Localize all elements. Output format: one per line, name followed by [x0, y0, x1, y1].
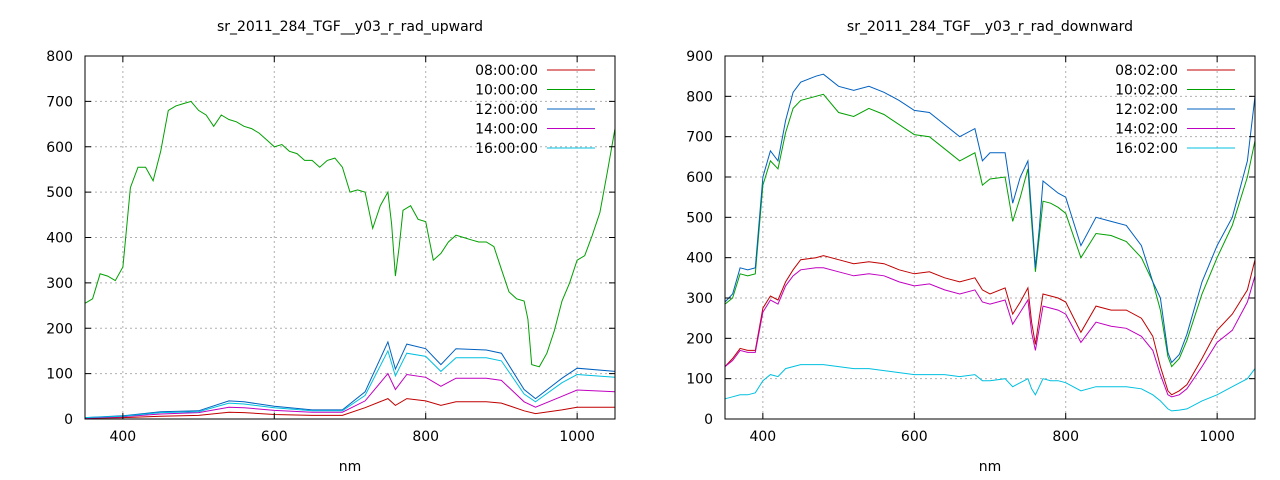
legend-label: 10:00:00	[475, 83, 538, 99]
series-group	[84, 100, 616, 419]
series-line-10-02-00	[724, 93, 1256, 368]
y-tick-label: 400	[46, 231, 73, 247]
legend-label: 16:02:00	[1115, 141, 1178, 157]
x-tick-label: 1000	[559, 429, 595, 445]
y-tick-label: 100	[46, 367, 73, 383]
y-tick-label: 700	[46, 94, 73, 110]
x-tick-label: 400	[109, 429, 136, 445]
series-line-10-00-00	[84, 100, 616, 368]
series-group	[724, 73, 1256, 412]
legend: 08:02:00 10:02:00 12:02:00 14:02:00 16:02:00	[1115, 63, 1235, 157]
series-line-16-00-00	[84, 349, 616, 419]
chart-title: sr_2011_284_TGF__y03_r_rad_upward	[217, 19, 483, 35]
x-axis-label: nm	[339, 459, 362, 475]
y-tick-label: 700	[686, 130, 713, 146]
series-line-08-02-00	[724, 255, 1256, 396]
legend-label: 16:00:00	[475, 141, 538, 157]
legend-label: 12:00:00	[475, 102, 538, 118]
legend-label: 08:00:00	[475, 63, 538, 79]
y-tick-label: 600	[46, 140, 73, 156]
legend-label: 14:00:00	[475, 122, 538, 138]
series-line-08-00-00	[84, 398, 615, 419]
series-line-14-02-00	[724, 267, 1256, 398]
y-tick-label: 600	[686, 170, 713, 186]
x-tick-label: 400	[749, 429, 776, 445]
series-line-12-02-00	[724, 73, 1256, 364]
y-tick-label: 500	[46, 185, 73, 201]
x-tick-label: 800	[1052, 429, 1079, 445]
y-tick-label: 300	[686, 291, 713, 307]
x-tick-label: 600	[901, 429, 928, 445]
x-tick-label: 600	[261, 429, 288, 445]
y-tick-label: 800	[46, 49, 73, 65]
x-axis-label: nm	[979, 459, 1002, 475]
legend: 08:00:00 10:00:00 12:00:00 14:00:00 16:00:00	[475, 63, 595, 157]
upward-radiance-chart: 400 600 800 1000 0 100 200 300 400 500 600 700 800 sr…	[46, 19, 616, 475]
x-tick-label: 800	[412, 429, 439, 445]
tick-marks	[85, 55, 615, 420]
chart-title: sr_2011_284_TGF__y03_r_rad_downward	[847, 19, 1133, 35]
y-tick-label: 200	[686, 331, 713, 347]
legend-label: 10:02:00	[1115, 83, 1178, 99]
y-tick-label: 0	[704, 412, 713, 428]
y-tick-label: 500	[686, 210, 713, 226]
plot-frame	[724, 55, 1256, 420]
series-line-14-00-00	[84, 372, 616, 419]
y-tick-label: 100	[686, 372, 713, 388]
series-line-12-00-00	[84, 340, 616, 419]
y-tick-label: 300	[46, 276, 73, 292]
series-line-16-02-00	[724, 364, 1256, 412]
downward-radiance-chart: 400 600 800 1000 0 100 200 300 400 500 600 700 800 90…	[686, 19, 1256, 475]
y-tick-label: 200	[46, 321, 73, 337]
tick-marks	[725, 55, 1255, 420]
y-tick-label: 400	[686, 251, 713, 267]
legend-label: 12:02:00	[1115, 102, 1178, 118]
legend-label: 14:02:00	[1115, 122, 1178, 138]
x-tick-label: 1000	[1199, 429, 1235, 445]
legend-label: 08:02:00	[1115, 63, 1178, 79]
y-tick-label: 900	[686, 49, 713, 65]
y-tick-label: 800	[686, 89, 713, 105]
y-tick-label: 0	[64, 412, 73, 428]
